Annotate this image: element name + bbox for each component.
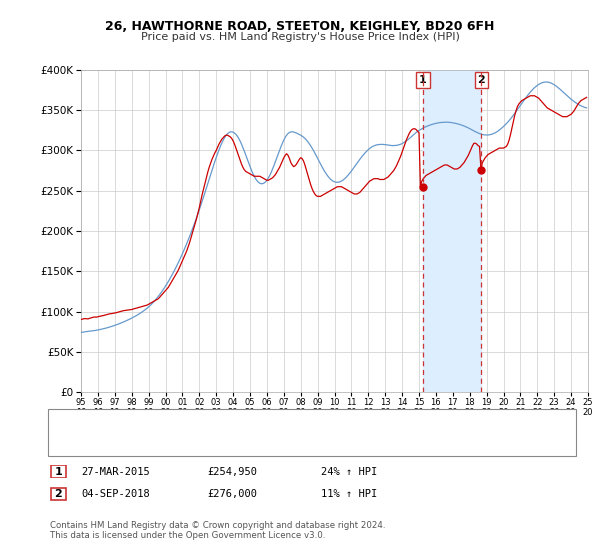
Text: 27-MAR-2015: 27-MAR-2015 bbox=[81, 466, 150, 477]
Text: 26, HAWTHORNE ROAD, STEETON, KEIGHLEY, BD20 6FH (detached house): 26, HAWTHORNE ROAD, STEETON, KEIGHLEY, B… bbox=[117, 422, 482, 432]
Text: HPI: Average price, detached house, Bradford: HPI: Average price, detached house, Brad… bbox=[117, 442, 340, 452]
Text: 1: 1 bbox=[55, 466, 62, 477]
Text: £276,000: £276,000 bbox=[207, 489, 257, 499]
Text: 2: 2 bbox=[478, 75, 485, 85]
Text: Contains HM Land Registry data © Crown copyright and database right 2024.: Contains HM Land Registry data © Crown c… bbox=[50, 521, 385, 530]
Text: 2: 2 bbox=[55, 489, 62, 499]
Text: Price paid vs. HM Land Registry's House Price Index (HPI): Price paid vs. HM Land Registry's House … bbox=[140, 32, 460, 43]
Text: 04-SEP-2018: 04-SEP-2018 bbox=[81, 489, 150, 499]
Bar bbox=[423, 70, 481, 392]
Text: £254,950: £254,950 bbox=[207, 466, 257, 477]
Text: 26, HAWTHORNE ROAD, STEETON, KEIGHLEY, BD20 6FH: 26, HAWTHORNE ROAD, STEETON, KEIGHLEY, B… bbox=[106, 20, 494, 32]
Text: 24% ↑ HPI: 24% ↑ HPI bbox=[321, 466, 377, 477]
Text: 1: 1 bbox=[419, 75, 427, 85]
Text: This data is licensed under the Open Government Licence v3.0.: This data is licensed under the Open Gov… bbox=[50, 531, 325, 540]
Text: 11% ↑ HPI: 11% ↑ HPI bbox=[321, 489, 377, 499]
